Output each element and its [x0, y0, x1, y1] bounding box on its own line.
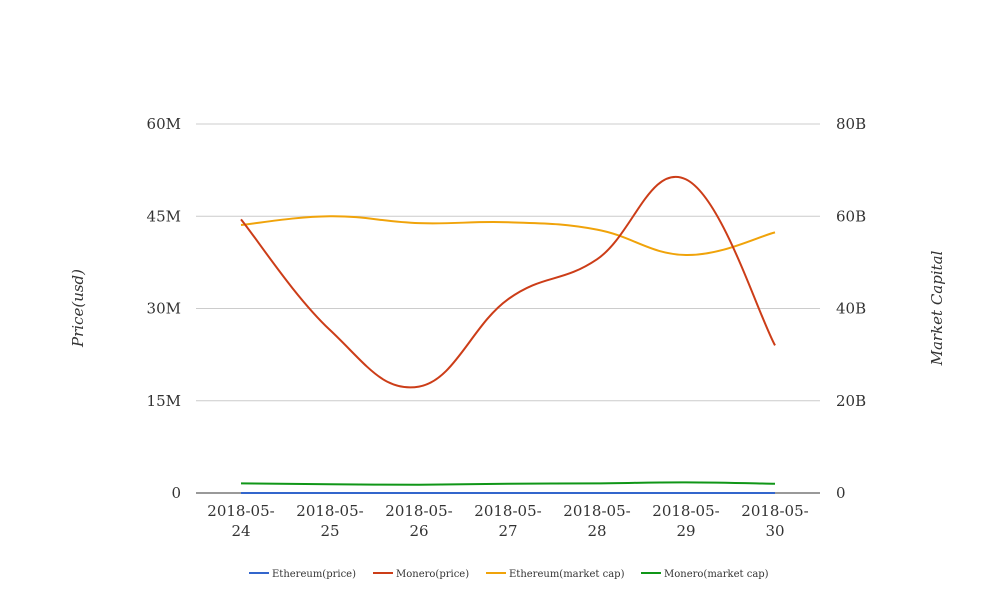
left-tick-label: 60M	[147, 115, 181, 133]
x-tick-label: 2018-05- 28	[563, 502, 630, 540]
x-tick-label-line: 27	[498, 522, 517, 540]
right-tick-label: 0	[836, 484, 846, 502]
x-tick-label: 2018-05- 25	[296, 502, 363, 540]
x-tick-label-line: 2018-05-	[296, 502, 363, 520]
left-tick-label: 15M	[147, 392, 181, 410]
x-tick-label-line: 2018-05-	[652, 502, 719, 520]
legend-item[interactable]: Monero(price)	[373, 569, 469, 580]
x-tick-label-line: 30	[765, 522, 784, 540]
left-axis-title: Price(usd)	[69, 269, 87, 348]
x-axis-ticks: 2018-05- 24 2018-05- 25 2018-05- 26 2018-05- 27…	[207, 502, 808, 540]
legend-item[interactable]: Ethereum(price)	[249, 569, 356, 580]
x-tick-label-line: 2018-05-	[563, 502, 630, 520]
x-tick-label-line: 2018-05-	[385, 502, 452, 520]
x-tick-label-line: 29	[676, 522, 695, 540]
x-tick-label-line: 2018-05-	[741, 502, 808, 520]
legend-label: Monero(market cap)	[664, 569, 769, 580]
legend-item[interactable]: Monero(market cap)	[641, 569, 769, 580]
x-tick-label: 2018-05- 27	[474, 502, 541, 540]
legend[interactable]: Ethereum(price) Monero(price) Ethereum(mar…	[249, 569, 769, 580]
right-tick-label: 40B	[836, 300, 866, 318]
x-tick-label: 2018-05- 26	[385, 502, 452, 540]
series-lines	[240, 175, 776, 494]
legend-label: Monero(price)	[396, 569, 469, 580]
legend-label: Ethereum(price)	[272, 569, 356, 580]
right-tick-label: 60B	[836, 207, 866, 225]
series-line-monero-price	[240, 175, 776, 389]
gridlines	[196, 123, 820, 402]
left-tick-label: 45M	[147, 207, 181, 225]
x-tick-label: 2018-05- 30	[741, 502, 808, 540]
right-tick-label: 80B	[836, 115, 866, 133]
series-line-monero-market-cap	[240, 481, 776, 486]
x-tick-label-line: 2018-05-	[207, 502, 274, 520]
left-tick-label: 0	[171, 484, 181, 502]
legend-label: Ethereum(market cap)	[509, 569, 625, 580]
x-tick-label: 2018-05- 24	[207, 502, 274, 540]
legend-item[interactable]: Ethereum(market cap)	[486, 569, 625, 580]
x-tick-label-line: 2018-05-	[474, 502, 541, 520]
x-tick-label: 2018-05- 29	[652, 502, 719, 540]
left-axis-ticks: 0 15M 30M 45M 60M	[147, 115, 181, 502]
x-tick-label-line: 26	[409, 522, 428, 540]
right-axis-ticks: 0 20B 40B 60B 80B	[836, 115, 866, 502]
x-tick-label-line: 25	[320, 522, 339, 540]
x-tick-label-line: 24	[231, 522, 250, 540]
right-tick-label: 20B	[836, 392, 866, 410]
right-axis-title: Market Capital	[928, 250, 946, 366]
left-tick-label: 30M	[147, 300, 181, 318]
x-tick-label-line: 28	[587, 522, 606, 540]
series-line-ethereum-market-cap	[240, 215, 776, 256]
